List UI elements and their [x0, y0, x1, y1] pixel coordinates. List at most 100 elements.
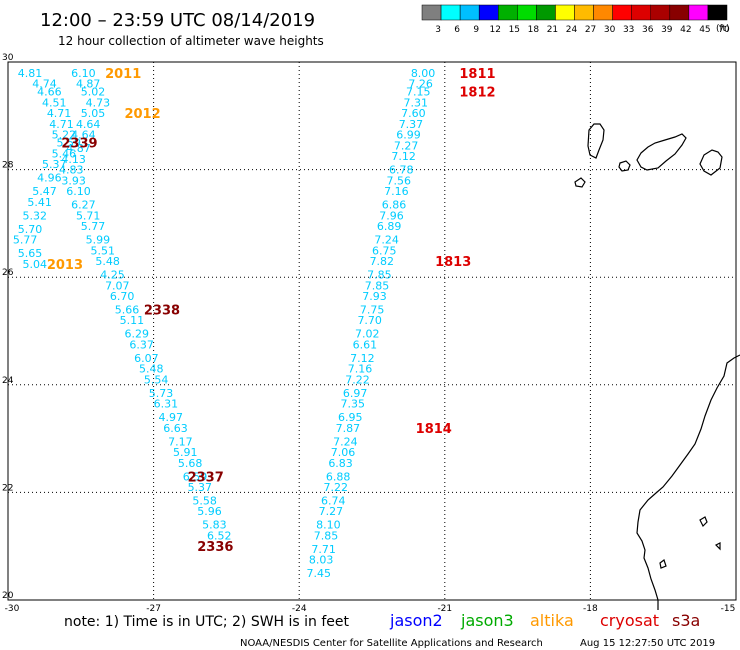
wave-height-value: 5.71: [76, 209, 101, 222]
wave-height-value: 4.83: [59, 164, 84, 177]
colorbar-swatch: [688, 4, 709, 21]
wave-height-value: 4.66: [37, 86, 62, 99]
lat-label: 30: [2, 53, 14, 63]
legend-cryosat: cryosat: [600, 611, 659, 630]
wave-height-value: 7.02: [355, 328, 380, 341]
wave-height-value: 7.15: [406, 86, 431, 99]
wave-height-value: 6.89: [377, 220, 402, 233]
colorbar-label: 3: [435, 25, 441, 35]
wave-height-value: 5.70: [18, 223, 42, 236]
lon-label: -24: [292, 604, 307, 614]
wave-height-value: 4.73: [86, 96, 111, 109]
wave-height-value: 6.70: [110, 290, 135, 303]
colorbar-unit: (ft): [716, 24, 730, 34]
colorbar-swatch: [650, 4, 671, 21]
colorbar-swatch: [421, 4, 442, 21]
wave-height-value: 4.96: [37, 172, 62, 185]
wave-height-value: 5.68: [178, 457, 203, 470]
colorbar-label: 18: [528, 25, 540, 35]
wave-height-value: 7.22: [345, 373, 370, 386]
wave-height-value: 4.13: [61, 153, 86, 166]
colorbar-swatch: [631, 4, 651, 21]
wave-height-value: 5.51: [91, 244, 116, 257]
colorbar-label: 39: [661, 25, 673, 35]
pass-time-label: 1814: [416, 422, 452, 437]
wave-height-value: 4.64: [76, 118, 101, 131]
pass-time-label: 1811: [459, 67, 495, 82]
wave-height-value: 5.46: [52, 147, 77, 160]
wave-height-value: 7.85: [367, 269, 392, 282]
wave-height-value: 8.00: [411, 67, 436, 80]
wave-height-value: 7.93: [362, 290, 387, 303]
colorbar-label: 70: [718, 25, 730, 35]
lat-label: 22: [2, 483, 13, 493]
lat-label: 24: [2, 376, 14, 386]
wave-height-value: 6.86: [382, 199, 407, 212]
wave-height-value: 5.48: [95, 255, 120, 268]
colorbar-label: 24: [566, 25, 578, 35]
wave-height-value: 6.31: [154, 398, 179, 411]
colorbar-label: 42: [680, 25, 691, 35]
wave-height-value: 7.56: [387, 174, 412, 187]
colorbar-label: 30: [604, 25, 616, 35]
wave-height-value: 7.96: [379, 209, 404, 222]
colorbar: 3 6 9 12 15 18 21 24 27 30 33 36 39 42 45 70: [421, 4, 730, 35]
pass-time-label: 2337: [188, 470, 224, 485]
wave-height-value: 7.75: [360, 303, 385, 316]
colorbar-swatch: [440, 4, 461, 21]
wave-height-value: 6.75: [372, 244, 397, 257]
wave-height-value: 7.24: [374, 234, 399, 247]
footer-credit: NOAA/NESDIS Center for Satellite Applica…: [240, 638, 543, 649]
legend-altika: altika: [530, 611, 574, 630]
wave-height-value: 5.73: [149, 387, 174, 400]
lon-label: -27: [146, 604, 161, 614]
wave-height-value: 7.35: [340, 398, 365, 411]
lat-label: 20: [2, 591, 14, 601]
wave-height-value: 7.27: [394, 139, 419, 152]
wave-height-value: 4.97: [158, 411, 183, 424]
wave-height-value: 4.87: [66, 142, 91, 155]
wave-height-value: 4.74: [32, 78, 57, 91]
wave-height-value: 7.60: [401, 107, 426, 120]
wave-height-value: 4.51: [42, 96, 66, 109]
wave-height-value: 5.54: [144, 373, 169, 386]
pass-time-label: 2013: [47, 258, 83, 273]
wave-height-value: 6.10: [71, 67, 96, 80]
wave-height-value: 6.78: [389, 164, 414, 177]
wave-height-value: 8.10: [316, 519, 341, 532]
wave-height-value: 7.45: [306, 567, 331, 580]
wave-height-value: 5.47: [32, 185, 57, 198]
wave-height-value: 5.77: [13, 234, 38, 247]
legend-jason2: jason2: [389, 611, 443, 630]
wave-height-value: 6.97: [343, 387, 368, 400]
pass-time-label: 1812: [459, 86, 495, 101]
wave-height-value: 7.16: [384, 185, 409, 198]
wave-height-value: 7.26: [408, 78, 433, 91]
wave-height-value: 5.96: [197, 505, 222, 518]
legend: jason2 jason3 altika cryosat s3a: [389, 611, 700, 630]
wave-height-value: 5.32: [23, 209, 47, 222]
map-frame: [7, 61, 737, 601]
wave-height-value: 6.29: [124, 328, 149, 341]
wave-height-value: 5.41: [27, 196, 52, 209]
colorbar-swatch: [612, 4, 632, 21]
pass-time-label: 2012: [124, 107, 160, 122]
wave-height-value: 6.27: [71, 199, 96, 212]
colorbar-label: 33: [623, 25, 634, 35]
colorbar-swatch: [555, 4, 575, 21]
wave-height-value: 7.87: [336, 422, 361, 435]
wave-height-value: 5.22: [52, 129, 77, 142]
wave-height-value: 5.59: [57, 137, 82, 150]
wave-height-value: 6.63: [163, 422, 188, 435]
wave-height-value: 6.88: [326, 470, 351, 483]
wave-height-value: 6.74: [321, 494, 346, 507]
grid: [7, 61, 737, 601]
colorbar-swatch: [707, 4, 728, 21]
wave-height-value: 7.06: [331, 446, 356, 459]
wave-height-value: 4.64: [71, 129, 96, 142]
wave-height-value: 6.61: [353, 338, 378, 351]
wave-height-value: 7.85: [365, 279, 390, 292]
wave-height-value: 6.37: [129, 338, 154, 351]
